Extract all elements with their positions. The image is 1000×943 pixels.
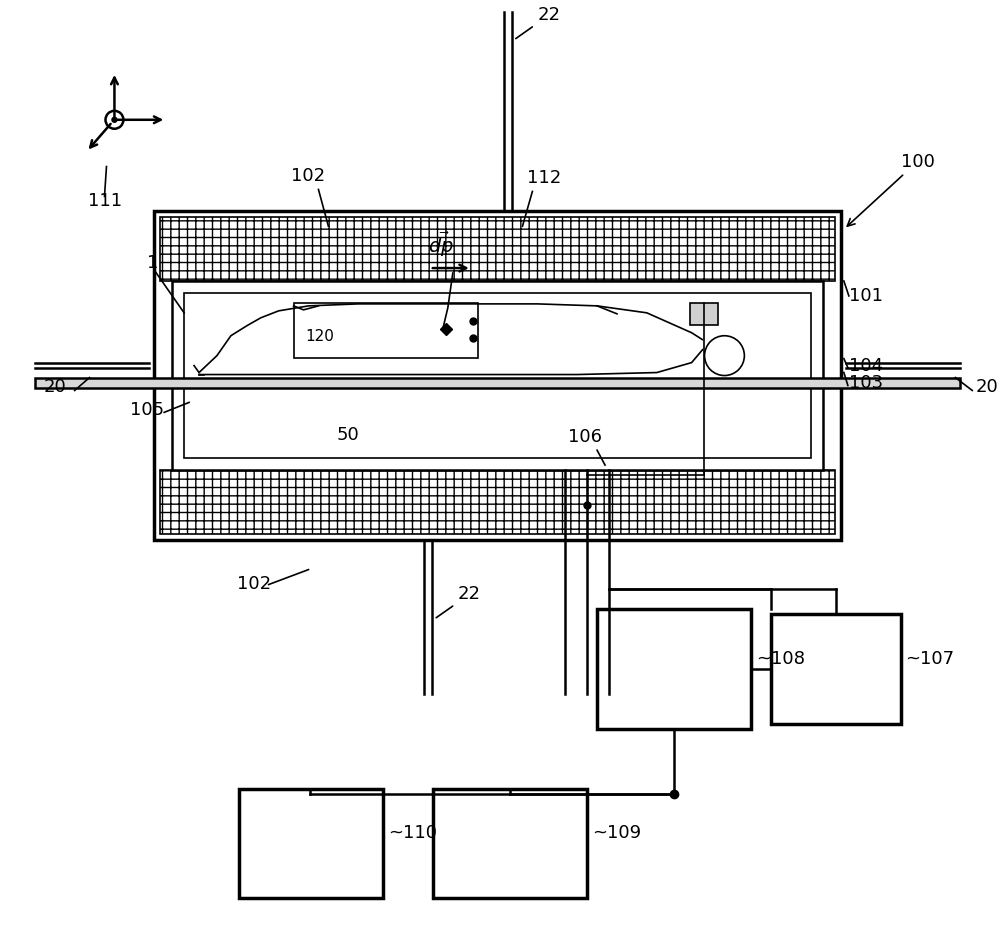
Bar	[184, 293, 811, 458]
Bar	[172, 281, 823, 470]
Text: ~110: ~110	[388, 824, 437, 842]
Text: ~109: ~109	[592, 824, 641, 842]
Bar	[239, 788, 383, 898]
Bar	[771, 615, 901, 724]
Bar	[160, 217, 835, 281]
Bar	[690, 303, 718, 324]
Text: 102: 102	[291, 168, 326, 186]
Text: 20: 20	[975, 378, 998, 396]
Text: 20: 20	[43, 378, 66, 396]
Text: 50: 50	[337, 426, 360, 444]
Text: ~107: ~107	[906, 650, 955, 669]
Text: 1: 1	[147, 254, 159, 273]
Text: $\vec{dp}$: $\vec{dp}$	[428, 230, 454, 259]
Circle shape	[112, 117, 117, 123]
Text: 102: 102	[237, 575, 271, 593]
Text: 106: 106	[568, 428, 602, 446]
Circle shape	[705, 336, 744, 375]
Bar	[294, 303, 478, 357]
Text: 105: 105	[130, 402, 164, 420]
Text: 22: 22	[436, 586, 481, 618]
Text: ~108: ~108	[756, 650, 805, 669]
Text: 104: 104	[849, 356, 883, 374]
Text: 101: 101	[849, 287, 883, 305]
Bar	[597, 609, 751, 729]
Text: 22: 22	[516, 7, 560, 39]
Bar	[160, 470, 835, 534]
Bar	[154, 211, 841, 539]
Text: 112: 112	[527, 170, 562, 188]
Text: 103: 103	[849, 374, 883, 392]
Text: 120: 120	[306, 329, 334, 343]
Bar	[433, 788, 587, 898]
Text: 111: 111	[88, 192, 122, 210]
Text: 100: 100	[847, 153, 934, 226]
Bar	[35, 377, 960, 389]
